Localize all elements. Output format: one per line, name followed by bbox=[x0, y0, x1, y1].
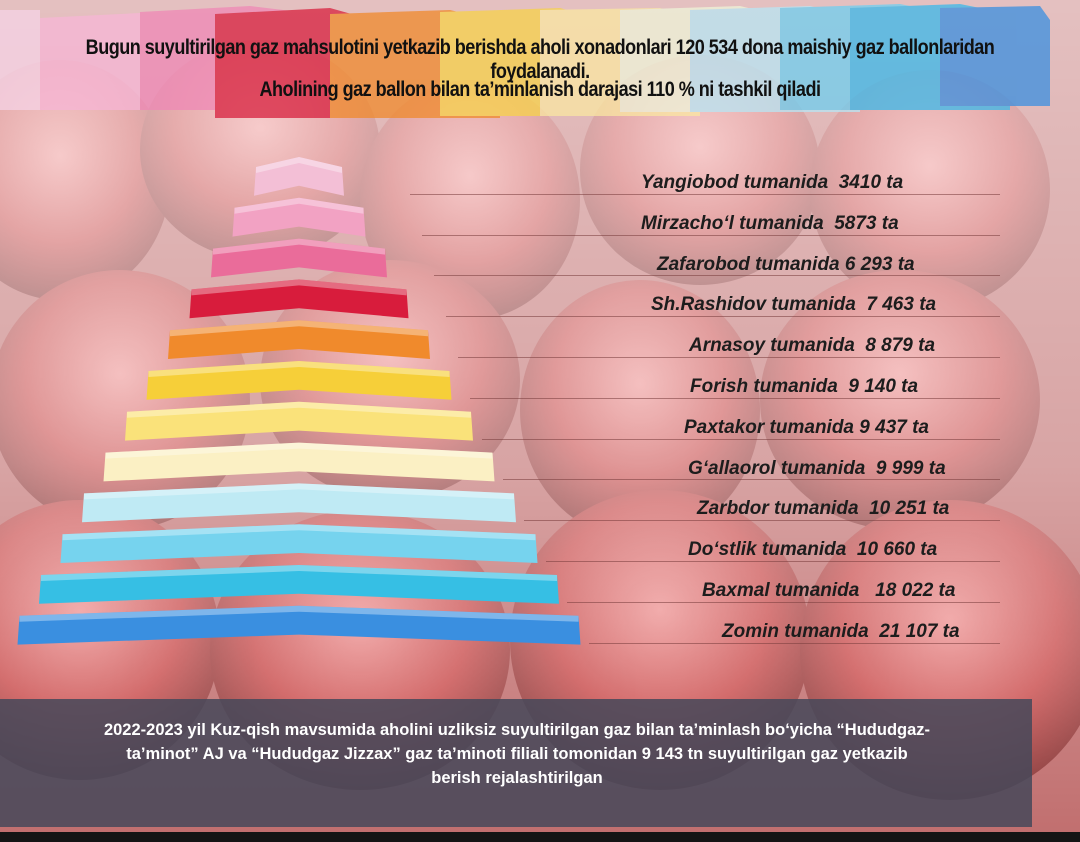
pyramid-step bbox=[232, 197, 366, 237]
pyramid-step-highlight bbox=[170, 320, 428, 337]
pyramid-step-highlight bbox=[191, 279, 407, 296]
leader-line bbox=[524, 520, 1000, 522]
header-line-2: Aholining gaz ballon bilan ta’minlanish … bbox=[259, 78, 821, 101]
pyramid-step bbox=[125, 401, 473, 441]
district-label: Mirzacho‘l tumanida 5873 ta bbox=[641, 212, 899, 234]
district-label: Forish tumanida 9 140 ta bbox=[690, 376, 919, 397]
leader-line bbox=[545, 561, 1000, 562]
footer-text: 2022-2023 yil Kuz-qish mavsumida aholini… bbox=[12, 718, 1022, 790]
leader-line bbox=[410, 193, 1000, 195]
district-label: Zomin tumanida 21 107 ta bbox=[722, 620, 960, 642]
pyramid-step-highlight bbox=[62, 524, 536, 541]
pyramid-step-highlight bbox=[19, 605, 579, 622]
district-label: Arnasoy tumanida 8 879 ta bbox=[689, 335, 936, 357]
leader-line bbox=[422, 234, 1000, 236]
pyramid-step-highlight bbox=[213, 238, 385, 255]
leader-line bbox=[588, 642, 1000, 644]
footer-line-1: 2022-2023 yil Kuz-qish mavsumida aholini… bbox=[103, 721, 931, 739]
leader-line bbox=[502, 479, 1000, 481]
bottom-strip bbox=[0, 832, 1080, 842]
district-label: Sh.Rashidov tumanida 7 463 ta bbox=[651, 294, 937, 316]
pyramid-step bbox=[168, 320, 430, 359]
pyramid-step-highlight bbox=[105, 442, 493, 459]
district-label: Do‘stlik tumanida 10 660 ta bbox=[688, 539, 938, 561]
leader-line bbox=[470, 397, 1000, 399]
leader-line bbox=[482, 438, 1000, 440]
header-line-1: Bugun suyultirilgan gaz mahsulotini yetk… bbox=[85, 36, 995, 83]
pyramid-step bbox=[17, 605, 581, 645]
pyramid-step bbox=[60, 524, 538, 563]
footer-line-2: ta’minot” AJ va “Hududgaz Jizzax” gaz ta… bbox=[126, 745, 908, 763]
leader-line bbox=[434, 275, 1000, 277]
district-label: Zafarobod tumanida 6 293 ta bbox=[657, 253, 915, 275]
leader-line bbox=[567, 601, 1000, 603]
district-label: Zarbdor tumanida 10 251 ta bbox=[697, 498, 950, 520]
pyramid-step bbox=[39, 565, 559, 604]
pyramid-step bbox=[211, 238, 387, 278]
pyramid-step-highlight bbox=[148, 361, 450, 377]
pyramid-step-highlight bbox=[234, 197, 364, 214]
pyramid-step bbox=[82, 483, 516, 523]
pyramid-step bbox=[146, 361, 452, 400]
district-label: Paxtakor tumanida 9 437 ta bbox=[684, 416, 929, 438]
pyramid-step bbox=[189, 279, 409, 319]
district-label: Yangiobod tumanida 3410 ta bbox=[641, 172, 904, 193]
footer-line-3: berish rejalashtirilgan bbox=[431, 769, 603, 787]
district-label: Baxmal tumanida 18 022 ta bbox=[702, 580, 956, 601]
pyramid-step-highlight bbox=[41, 565, 557, 581]
district-label: G‘allaorol tumanida 9 999 ta bbox=[688, 457, 946, 479]
pyramid-step-highlight bbox=[84, 483, 514, 500]
pyramid-step-highlight bbox=[256, 157, 342, 173]
leader-line bbox=[458, 357, 1000, 358]
footer-panel bbox=[0, 699, 1032, 827]
pyramid-step bbox=[103, 442, 495, 482]
pyramid-step bbox=[254, 157, 344, 196]
leader-line bbox=[446, 316, 1000, 318]
pyramid-step-highlight bbox=[127, 401, 471, 418]
